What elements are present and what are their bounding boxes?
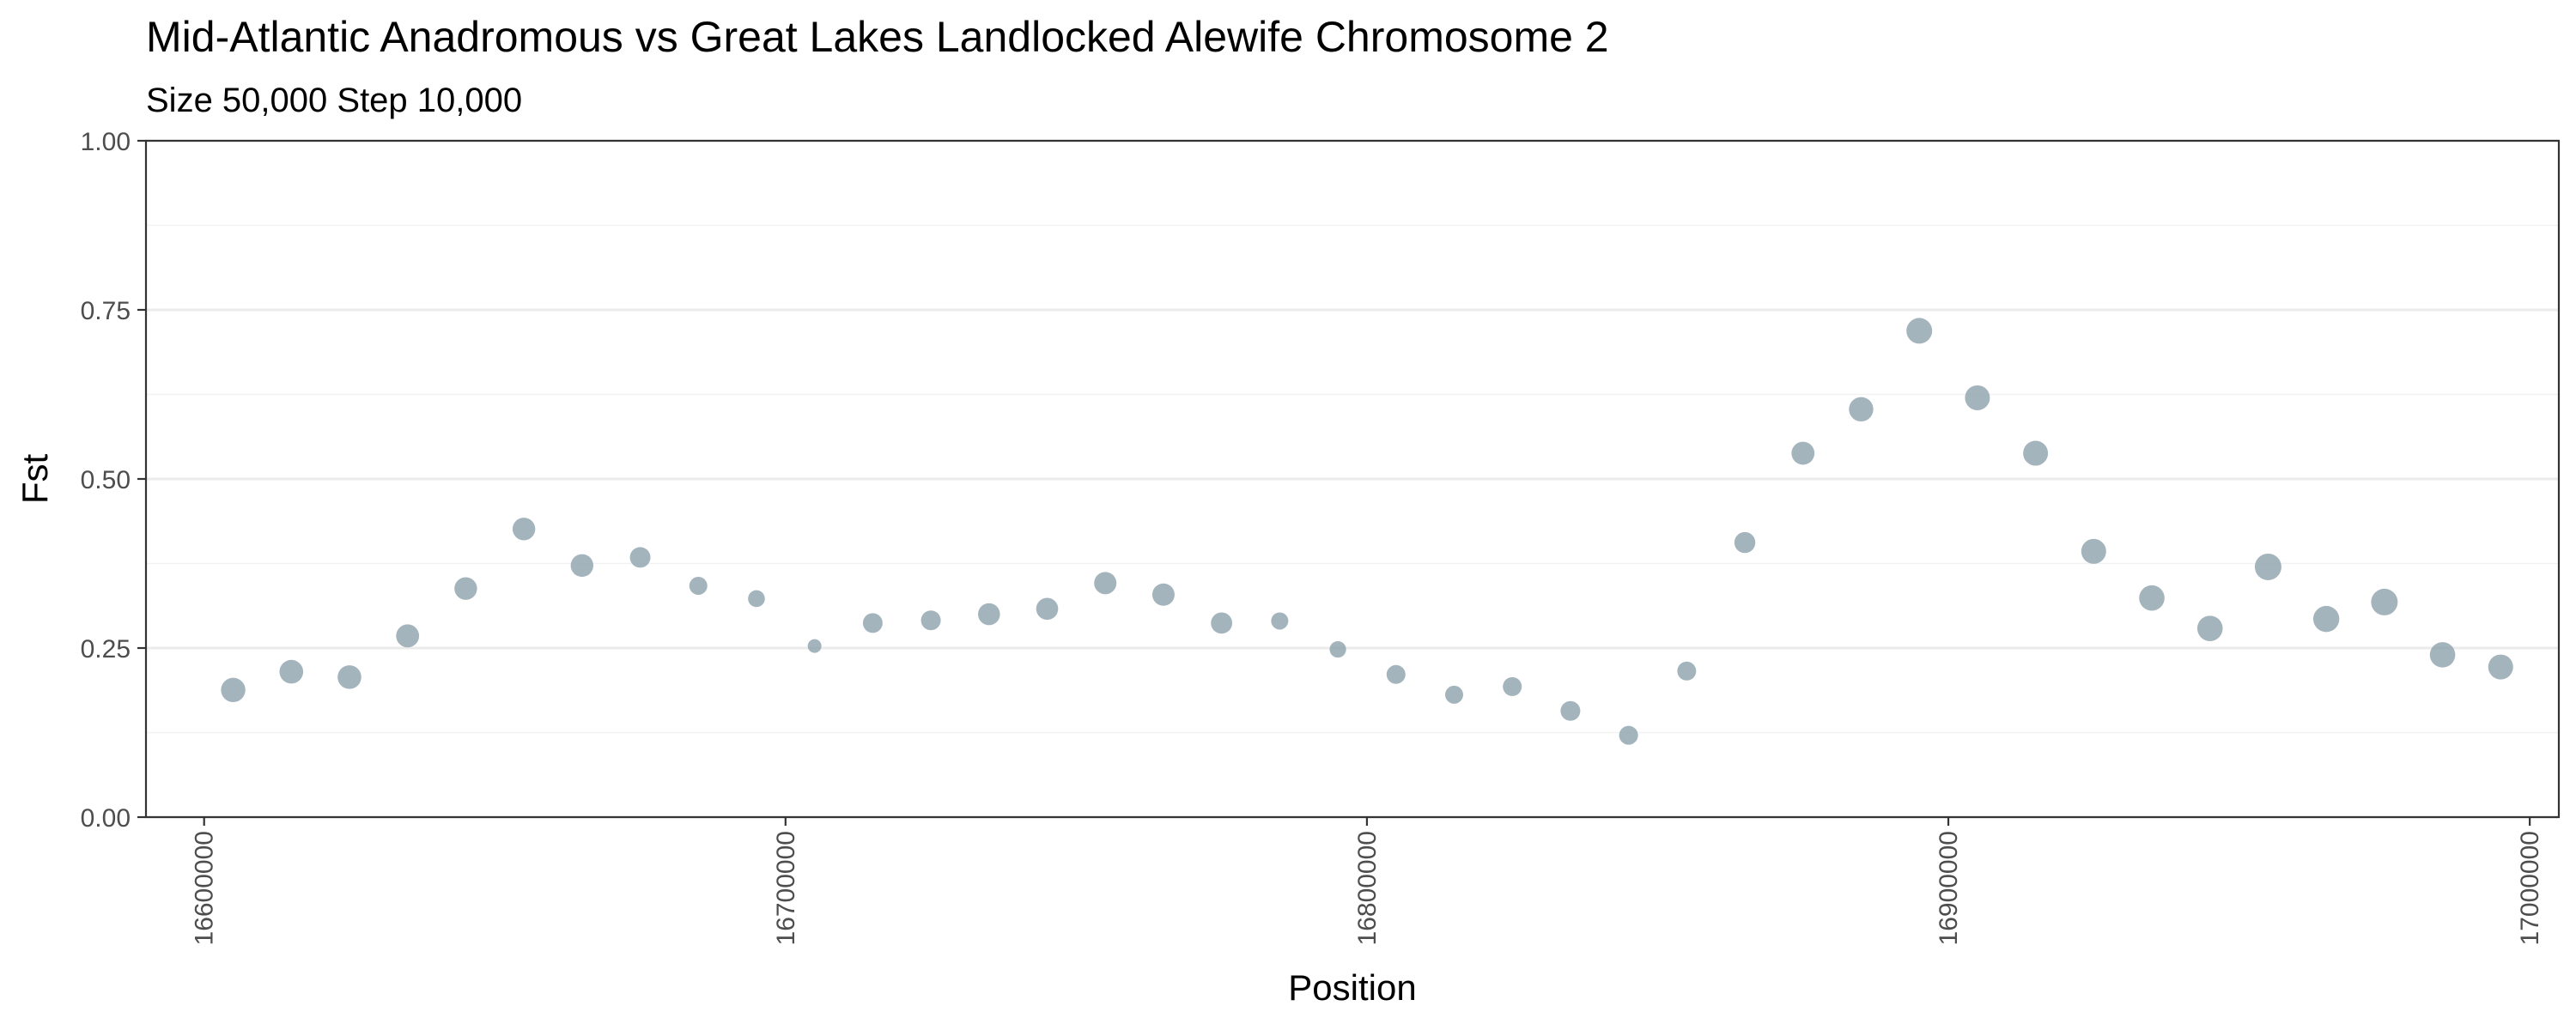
data-point (2371, 588, 2398, 615)
y-axis-title: Fst (15, 454, 55, 505)
data-point (1849, 397, 1874, 422)
data-point (1444, 685, 1463, 704)
data-point (748, 590, 765, 608)
data-point (1386, 664, 1406, 684)
data-point (1965, 385, 1990, 410)
data-point (221, 677, 246, 703)
chart-subtitle: Size 50,000 Step 10,000 (146, 82, 522, 119)
data-point (1271, 612, 1289, 630)
data-point (1560, 700, 1581, 721)
data-point (1734, 531, 1756, 554)
grid-lines (146, 139, 2559, 819)
data-point (2081, 538, 2106, 564)
data-point (2254, 553, 2281, 580)
data-point (1036, 597, 1059, 621)
data-point (1791, 441, 1815, 465)
data-point (1677, 661, 1697, 681)
data-point (454, 577, 477, 600)
data-points (221, 318, 2513, 745)
y-tick-label: 0.25 (81, 635, 131, 663)
data-point (1906, 318, 1933, 344)
data-point (807, 639, 822, 653)
data-point (1151, 583, 1175, 606)
chart-title: Mid-Atlantic Anadromous vs Great Lakes L… (146, 13, 1609, 61)
x-tick-label: 16700000 (772, 831, 800, 945)
data-point (629, 547, 651, 568)
data-point (862, 613, 883, 633)
data-point (2488, 654, 2513, 680)
x-tick-label: 16900000 (1935, 831, 1963, 945)
data-point (570, 554, 594, 578)
y-tick-label: 0.00 (81, 804, 131, 833)
y-tick-label: 0.75 (81, 297, 131, 325)
data-point (279, 659, 304, 684)
data-point (1094, 572, 1117, 595)
y-tick-label: 0.50 (81, 466, 131, 494)
data-point (920, 610, 941, 631)
x-axis-title: Position (1288, 967, 1416, 1008)
y-axis: 0.00 0.25 0.50 0.75 1.00 (81, 128, 146, 833)
data-point (512, 518, 536, 541)
data-point (2139, 585, 2165, 611)
data-point (396, 624, 420, 648)
y-tick-label: 1.00 (81, 128, 131, 156)
data-point (1619, 725, 1638, 745)
x-tick-label: 16600000 (191, 831, 219, 945)
x-tick-label: 17000000 (2516, 831, 2544, 945)
data-point (1329, 640, 1346, 658)
data-point (978, 603, 1000, 626)
data-point (1503, 676, 1522, 696)
data-point (2023, 440, 2049, 466)
data-point (689, 577, 708, 596)
data-point (2429, 642, 2456, 668)
x-tick-label: 16800000 (1353, 831, 1382, 945)
data-point (1211, 612, 1233, 634)
x-axis: 16600000 16700000 16800000 16900000 17000000 (191, 817, 2544, 945)
data-point (337, 665, 361, 689)
data-point (2312, 605, 2340, 633)
data-point (2196, 615, 2223, 641)
